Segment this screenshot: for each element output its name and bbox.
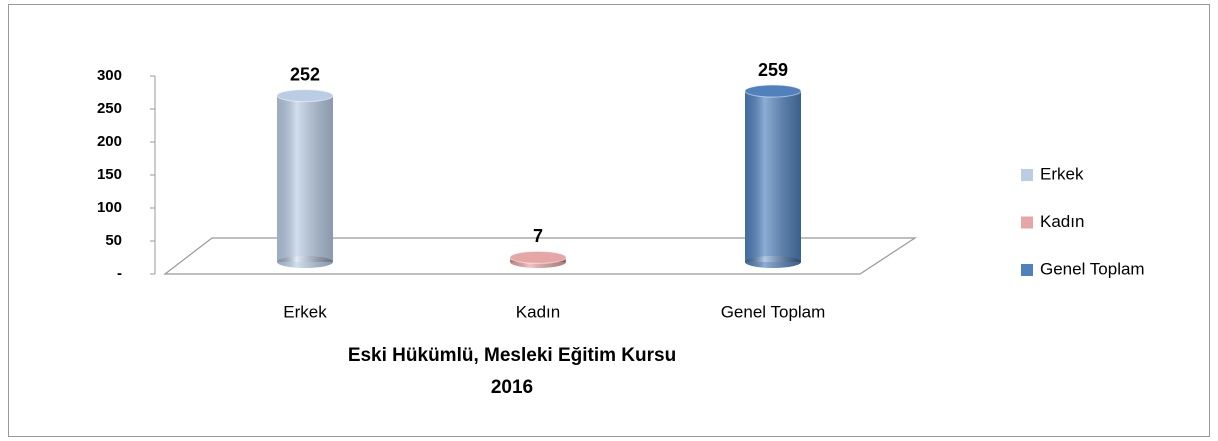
y-tick-label: 50 xyxy=(105,232,122,249)
y-tick-label: 200 xyxy=(97,133,122,150)
legend-swatch xyxy=(1021,169,1033,181)
bar-bottom-shade xyxy=(277,256,333,268)
y-tick-label: - xyxy=(117,265,122,282)
value-label: 259 xyxy=(758,60,788,80)
bar-shade xyxy=(745,91,801,262)
bar-top xyxy=(509,250,567,264)
chart-title: Eski Hükümlü, Mesleki Eğitim Kursu xyxy=(348,345,676,366)
y-tick-label: 100 xyxy=(97,199,122,216)
y-tick-label: 250 xyxy=(97,100,122,117)
x-tick-label: Erkek xyxy=(283,302,327,321)
value-label: 7 xyxy=(533,226,543,246)
legend-swatch xyxy=(1021,264,1033,276)
legend-label: Kadın xyxy=(1040,212,1084,231)
legend-swatch xyxy=(1021,216,1033,229)
bar-bottom-shade xyxy=(745,256,801,268)
chart-subtitle: 2016 xyxy=(491,377,533,398)
bar-top xyxy=(744,84,802,98)
value-label: 252 xyxy=(290,64,320,84)
floor xyxy=(163,237,918,275)
legend-label: Genel Toplam xyxy=(1040,259,1145,278)
chart-border xyxy=(8,4,1210,437)
y-tick-label: 150 xyxy=(97,166,122,183)
bar-top xyxy=(276,89,334,103)
legend-label: Erkek xyxy=(1040,164,1084,183)
bar-shade xyxy=(277,95,333,263)
y-tick-label: 300 xyxy=(97,67,122,84)
x-tick-label: Kadın xyxy=(516,302,560,321)
x-tick-label: Genel Toplam xyxy=(721,302,826,321)
